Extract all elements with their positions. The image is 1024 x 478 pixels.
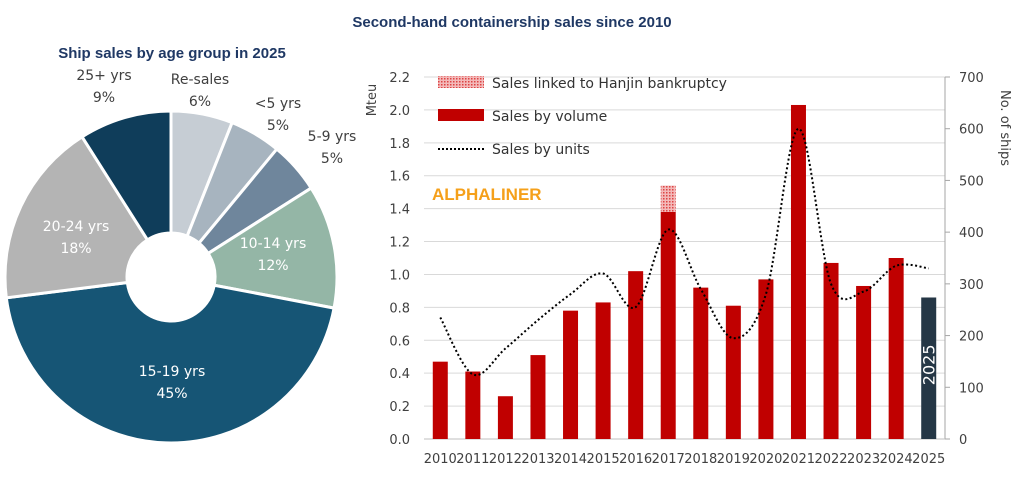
bar-volume [888, 258, 904, 439]
y-tick-label: 2.0 [389, 104, 410, 119]
bar-volume [790, 104, 806, 440]
x-tick-label: 2017 [652, 452, 685, 467]
x-tick-label: 2020 [749, 452, 782, 467]
x-tick-label: 2014 [554, 452, 587, 467]
bar-volume [432, 361, 448, 439]
x-tick-label: 2010 [424, 452, 457, 467]
legend-swatch-hanjin [438, 76, 484, 88]
x-tick-label: 2012 [489, 452, 522, 467]
pie-slice-value: 45% [156, 386, 187, 402]
pie-slice-value: 5% [267, 118, 289, 134]
x-tick-label: 2016 [619, 452, 652, 467]
main-title: Second-hand containership sales since 20… [352, 14, 671, 31]
y-tick-label: 0.6 [389, 334, 410, 349]
y2-tick-label: 700 [959, 71, 984, 86]
y-tick-label: 2.2 [389, 71, 410, 86]
bar-hanjin [660, 185, 676, 212]
bar-volume [563, 310, 579, 439]
pie-slice-value: 6% [189, 94, 211, 110]
pie-slice-value: 9% [93, 90, 115, 106]
bar-volume [823, 262, 839, 439]
pie-slice [4, 280, 336, 445]
x-tick-label: 2025 [912, 452, 945, 467]
pie-title: Ship sales by age group in 2025 [58, 45, 286, 62]
pie-slice [206, 185, 339, 310]
y-tick-label: 1.6 [389, 170, 410, 185]
y2-tick-label: 200 [959, 330, 984, 345]
pie-slice-label: Re-sales [171, 72, 229, 88]
legend-label-volume: Sales by volume [492, 109, 607, 125]
bar-volume [758, 279, 774, 439]
y2-tick-label: 500 [959, 174, 984, 189]
y2-axis-title: No. of ships [997, 90, 1012, 166]
pie-slice [79, 109, 173, 242]
x-tick-label: 2024 [880, 452, 913, 467]
bar-volume [725, 305, 741, 439]
bar-volume [660, 211, 676, 439]
x-tick-label: 2013 [521, 452, 554, 467]
pie-chart: Ship sales by age group in 2025 Re-sales… [3, 45, 357, 445]
units-line [439, 127, 929, 377]
pie-slice-label: 10-14 yrs [240, 236, 306, 252]
bar-volume [921, 297, 937, 439]
legend-label-units: Sales by units [492, 142, 590, 158]
pie-slice [3, 134, 150, 300]
bar-volume [595, 302, 611, 439]
pie-slice-value: 5% [321, 151, 343, 167]
pie-slice-value: 12% [257, 258, 288, 274]
y-tick-label: 0.0 [389, 433, 410, 448]
y2-tick-label: 300 [959, 278, 984, 293]
bar-volume [693, 287, 709, 439]
y-tick-label: 1.8 [389, 137, 410, 152]
watermark-logo: ALPHALINER [432, 185, 542, 204]
pie-slice-label: 25+ yrs [76, 68, 131, 84]
x-tick-label: 2022 [814, 452, 847, 467]
y-tick-label: 1.0 [389, 268, 410, 283]
pie-slice-label: 15-19 yrs [139, 364, 205, 380]
bar-volume [856, 285, 872, 439]
legend-label-hanjin: Sales linked to Hanjin bankruptcy [492, 76, 727, 92]
y-tick-label: 1.2 [389, 236, 410, 251]
y2-tick-label: 100 [959, 381, 984, 396]
y-tick-label: 0.2 [389, 400, 410, 415]
pie-slice-value: 18% [60, 241, 91, 257]
highlight-label: 2025 [920, 345, 939, 386]
x-tick-label: 2011 [456, 452, 489, 467]
y-axis-title: Mteu [365, 84, 380, 117]
y2-tick-label: 0 [959, 433, 967, 448]
pie-slice-label: <5 yrs [255, 96, 301, 112]
bar-chart: 0.0 0.2 0.4 0.6 0.8 1.0 1.2 1.4 1.6 1.8 2.0 2.2 0 100… [365, 71, 1012, 467]
y2-tick-label: 600 [959, 123, 984, 138]
x-tick-label: 2019 [717, 452, 750, 467]
x-tick-label: 2015 [587, 452, 620, 467]
bar-volume [530, 355, 546, 439]
bar-volume [465, 371, 481, 439]
y-tick-label: 0.8 [389, 301, 410, 316]
pie-slice-label: 20-24 yrs [43, 219, 109, 235]
pie-slice-label: 5-9 yrs [308, 129, 357, 145]
bar-volume [497, 396, 513, 439]
x-tick-label: 2021 [782, 452, 815, 467]
bar-volume [628, 271, 644, 439]
legend-swatch-volume [438, 109, 484, 121]
y-tick-label: 1.4 [389, 203, 410, 218]
y-tick-label: 0.4 [389, 367, 410, 382]
x-tick-label: 2023 [847, 452, 880, 467]
x-tick-label: 2018 [684, 452, 717, 467]
y2-tick-label: 400 [959, 226, 984, 241]
